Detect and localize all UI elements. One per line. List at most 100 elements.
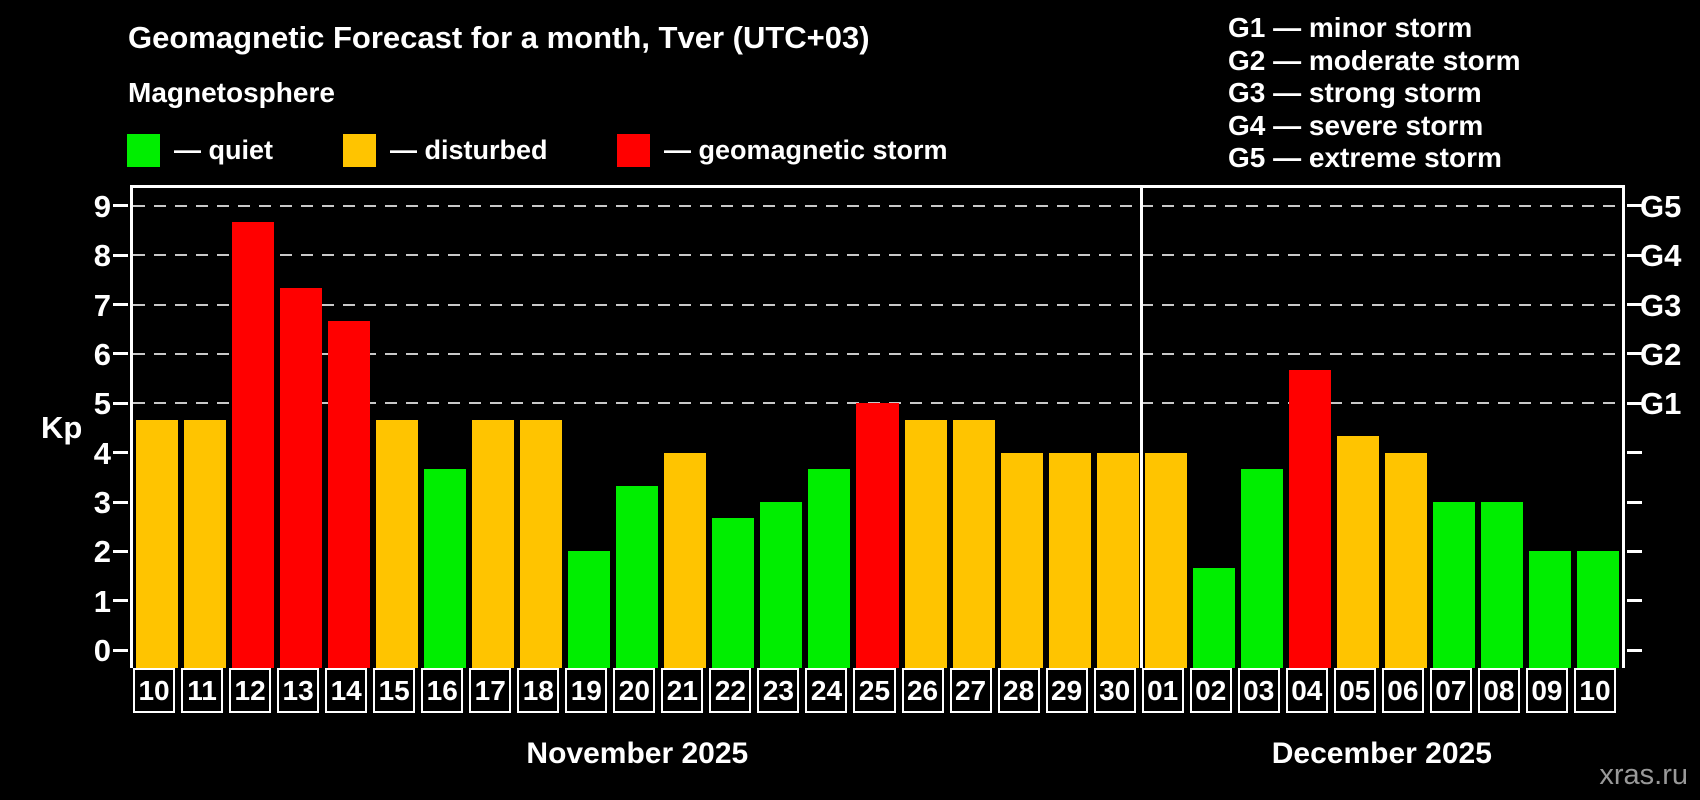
y-tick-right-5 <box>1627 401 1642 405</box>
y-tick-right-2 <box>1627 549 1642 553</box>
kp-bar-19 <box>568 551 611 668</box>
y-tick-right-4 <box>1627 451 1642 455</box>
date-label: 23 <box>757 668 800 713</box>
kp-bar-29 <box>1048 452 1091 668</box>
date-label: 08 <box>1477 668 1520 713</box>
storm-scale-line-5: G5 — extreme storm <box>1228 142 1502 173</box>
page-title: Geomagnetic Forecast for a month, Tver (… <box>128 20 870 55</box>
y-tick-right-1 <box>1627 599 1642 603</box>
date-label: 03 <box>1237 668 1280 713</box>
y-axis-label-5: 5 <box>93 386 111 422</box>
kp-bar-27 <box>952 419 995 668</box>
storm-swatch <box>617 134 650 167</box>
watermark: xras.ru <box>1599 759 1688 791</box>
month-label-december: December 2025 <box>1271 737 1492 770</box>
y-axis-label-3: 3 <box>93 485 111 521</box>
y-tick-right-0 <box>1627 648 1642 652</box>
kp-bar-25 <box>856 403 899 668</box>
legend-item-quiet: — quiet <box>127 134 273 167</box>
date-label: 13 <box>277 668 320 713</box>
gridline-kp8 <box>133 254 1622 257</box>
y-axis-label-2: 2 <box>93 534 111 570</box>
legend-item-storm: — geomagnetic storm <box>617 134 948 167</box>
y-tick-left-4 <box>113 451 128 455</box>
kp-bar-09 <box>1528 551 1571 668</box>
y-tick-right-9 <box>1627 204 1642 208</box>
gridline-kp6 <box>133 352 1622 355</box>
date-label: 19 <box>565 668 608 713</box>
kp-bar-06 <box>1384 452 1427 668</box>
date-label: 18 <box>517 668 560 713</box>
y-axis-label-1: 1 <box>93 583 111 619</box>
plot-area: 0 1 2 3 4 5 6 7 8 9 G5 G4 G3 G2 G1 Kp <box>41 185 1681 668</box>
date-label: 14 <box>325 668 368 713</box>
date-label: 10 <box>133 668 176 713</box>
right-axis-label-g2: G2 <box>1640 336 1682 372</box>
kp-bar-12 <box>232 222 275 668</box>
y-axis-title: Kp <box>41 410 83 445</box>
y-tick-left-1 <box>113 599 128 603</box>
quiet-swatch <box>127 134 160 167</box>
y-axis-label-6: 6 <box>93 336 111 372</box>
date-label: 05 <box>1333 668 1376 713</box>
date-label: 15 <box>373 668 416 713</box>
kp-bar-04 <box>1288 370 1331 668</box>
gridline-kp5 <box>133 402 1622 405</box>
legend-label-storm: — geomagnetic storm <box>664 135 948 165</box>
kp-bar-26 <box>904 419 947 668</box>
kp-bar-15 <box>376 419 419 668</box>
kp-bar-14 <box>328 320 371 668</box>
date-label: 22 <box>709 668 752 713</box>
date-label: 25 <box>853 668 896 713</box>
date-label: 27 <box>949 668 992 713</box>
y-tick-right-7 <box>1627 303 1642 307</box>
date-label: 04 <box>1285 668 1328 713</box>
y-tick-right-3 <box>1627 500 1642 504</box>
y-axis-label-8: 8 <box>93 238 111 274</box>
date-label: 28 <box>997 668 1040 713</box>
date-label: 01 <box>1141 668 1184 713</box>
date-label: 02 <box>1189 668 1232 713</box>
date-label: 24 <box>805 668 848 713</box>
kp-bar-17 <box>472 419 515 668</box>
date-label: 26 <box>901 668 944 713</box>
kp-bar-23 <box>760 502 803 668</box>
gridline-kp9 <box>133 204 1622 207</box>
date-label: 07 <box>1429 668 1472 713</box>
date-axis: 10 11 12 13 14 15 16 17 18 19 20 21 22 23 24 25 26 27 28 29… <box>130 668 1625 715</box>
y-tick-left-0 <box>113 648 128 652</box>
kp-bar-08 <box>1480 502 1523 668</box>
storm-scale-line-4: G4 — severe storm <box>1228 109 1484 141</box>
right-axis-label-g3: G3 <box>1640 287 1682 323</box>
kp-bar-02 <box>1192 567 1235 668</box>
y-axis-label-0: 0 <box>93 633 111 669</box>
right-axis-label-g5: G5 <box>1640 188 1682 224</box>
kp-bar-10 <box>1576 551 1619 668</box>
date-label: 09 <box>1525 668 1568 713</box>
kp-bar-07 <box>1432 502 1475 668</box>
kp-bar-30 <box>1096 452 1139 668</box>
legend-label-disturbed: — disturbed <box>390 135 548 165</box>
y-axis-label-7: 7 <box>93 287 111 323</box>
y-axis-label-4: 4 <box>93 435 111 471</box>
kp-bar-28 <box>1000 452 1043 668</box>
date-label: 06 <box>1381 668 1424 713</box>
kp-bar-24 <box>808 469 851 668</box>
date-label: 21 <box>661 668 704 713</box>
kp-bar-18 <box>520 419 563 668</box>
date-label: 12 <box>229 668 272 713</box>
date-label: 11 <box>181 668 224 713</box>
storm-scale-line-3: G3 — strong storm <box>1228 77 1482 108</box>
storm-scale-legend: G1 — minor storm G2 — moderate storm G3 — … <box>1228 12 1521 175</box>
legend-label-quiet: — quiet <box>174 135 273 165</box>
y-tick-left-8 <box>113 253 128 257</box>
date-label: 16 <box>421 668 464 713</box>
kp-bar-21 <box>664 452 707 668</box>
y-tick-left-9 <box>113 204 128 208</box>
y-tick-right-6 <box>1627 352 1642 356</box>
y-tick-left-5 <box>113 401 128 405</box>
right-axis-label-g1: G1 <box>1640 386 1682 422</box>
kp-bar-10 <box>136 419 179 668</box>
kp-bar-05 <box>1336 436 1379 668</box>
